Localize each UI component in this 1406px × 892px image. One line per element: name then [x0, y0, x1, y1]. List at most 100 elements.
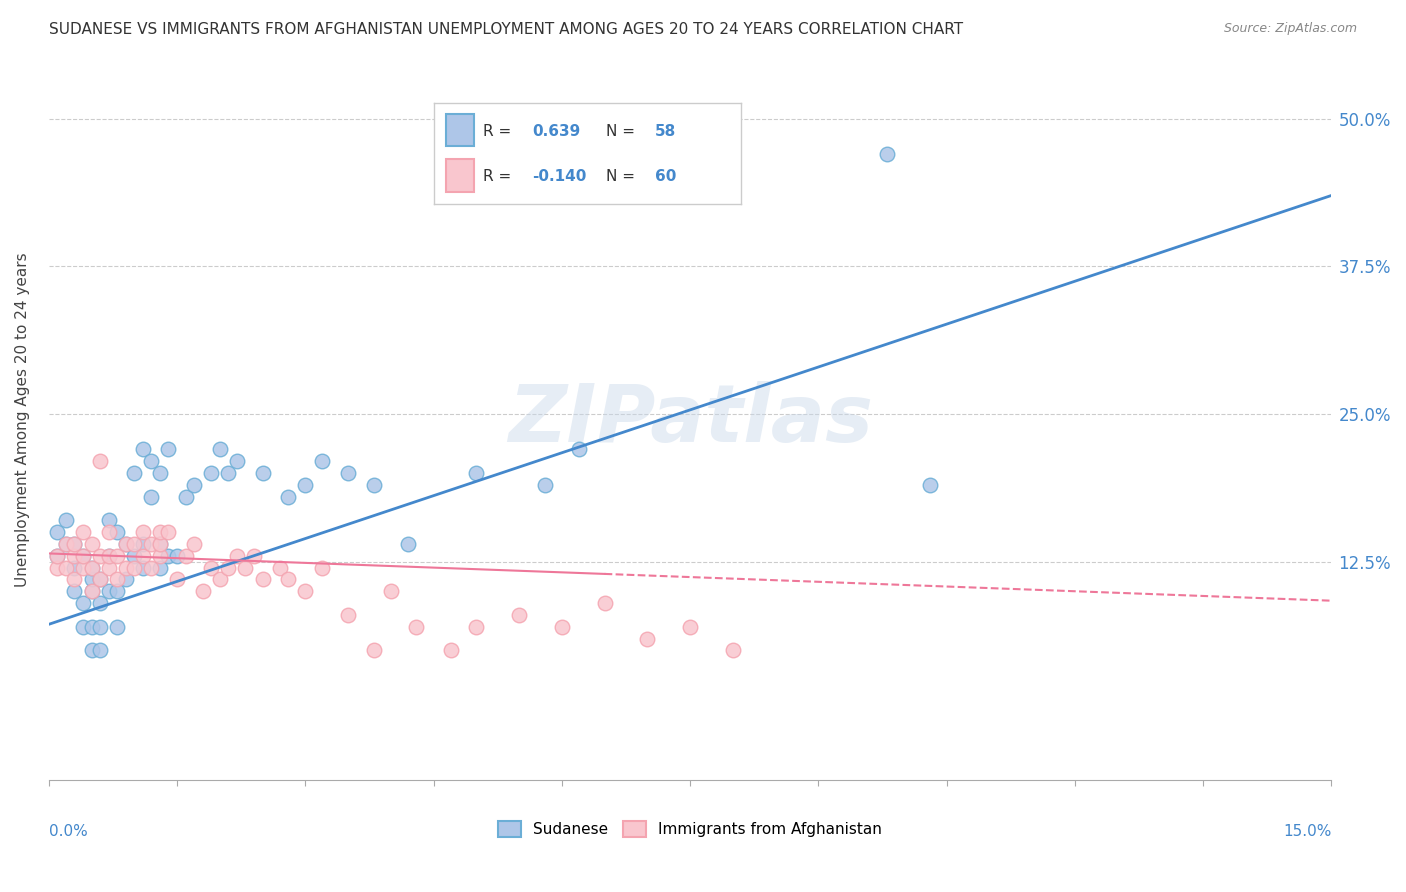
Point [465, 620, 488, 634]
Point [166, 573, 188, 587]
Point [97, 549, 120, 563]
Point [311, 454, 333, 468]
Point [80, 560, 103, 574]
Point [63, 549, 86, 563]
Point [183, 537, 205, 551]
Point [97, 525, 120, 540]
Point [225, 549, 247, 563]
Point [132, 560, 155, 574]
Point [551, 620, 574, 634]
Point [80, 537, 103, 551]
Point [114, 537, 136, 551]
Point [149, 549, 172, 563]
Point [80, 573, 103, 587]
Point [337, 466, 360, 480]
Point [97, 549, 120, 563]
Point [191, 584, 214, 599]
Point [465, 466, 488, 480]
Point [440, 643, 463, 657]
Text: ZIPatlas: ZIPatlas [508, 381, 873, 459]
Point [105, 573, 128, 587]
Text: SUDANESE VS IMMIGRANTS FROM AFGHANISTAN UNEMPLOYMENT AMONG AGES 20 TO 24 YEARS C: SUDANESE VS IMMIGRANTS FROM AFGHANISTAN … [49, 22, 963, 37]
Point [225, 454, 247, 468]
Point [363, 643, 385, 657]
Point [405, 620, 427, 634]
Point [55, 513, 77, 527]
Text: Source: ZipAtlas.com: Source: ZipAtlas.com [1223, 22, 1357, 36]
Point [396, 537, 419, 551]
Point [63, 573, 86, 587]
Point [63, 560, 86, 574]
Point [183, 478, 205, 492]
Point [122, 537, 145, 551]
Point [294, 478, 316, 492]
Point [721, 643, 744, 657]
Point [72, 620, 94, 634]
Point [105, 620, 128, 634]
Point [277, 573, 299, 587]
Point [157, 525, 180, 540]
Point [533, 478, 555, 492]
Point [141, 537, 163, 551]
Point [72, 596, 94, 610]
Point [80, 560, 103, 574]
Point [174, 490, 197, 504]
Point [122, 560, 145, 574]
Point [80, 620, 103, 634]
Point [141, 560, 163, 574]
Point [46, 525, 69, 540]
Point [593, 596, 616, 610]
Point [157, 549, 180, 563]
Point [149, 537, 172, 551]
Point [105, 549, 128, 563]
Point [89, 573, 111, 587]
Point [72, 560, 94, 574]
Point [679, 620, 702, 634]
Point [208, 442, 231, 457]
Point [80, 643, 103, 657]
Point [380, 584, 402, 599]
Point [55, 537, 77, 551]
Point [174, 549, 197, 563]
Point [89, 643, 111, 657]
Point [269, 560, 291, 574]
Point [252, 573, 274, 587]
Point [636, 632, 658, 646]
Point [72, 525, 94, 540]
Point [132, 442, 155, 457]
Point [208, 573, 231, 587]
Point [63, 537, 86, 551]
Point [294, 584, 316, 599]
Y-axis label: Unemployment Among Ages 20 to 24 years: Unemployment Among Ages 20 to 24 years [15, 252, 30, 587]
Point [200, 466, 222, 480]
Point [166, 549, 188, 563]
Point [508, 607, 530, 622]
Point [89, 596, 111, 610]
Point [46, 549, 69, 563]
Point [132, 549, 155, 563]
Point [114, 573, 136, 587]
Point [363, 478, 385, 492]
Point [80, 584, 103, 599]
Point [97, 513, 120, 527]
Point [217, 466, 239, 480]
Point [876, 147, 898, 161]
Point [132, 537, 155, 551]
Point [243, 549, 266, 563]
Point [46, 549, 69, 563]
Point [55, 537, 77, 551]
Legend: Sudanese, Immigrants from Afghanistan: Sudanese, Immigrants from Afghanistan [491, 814, 890, 845]
Point [149, 560, 172, 574]
Point [149, 525, 172, 540]
Point [72, 549, 94, 563]
Point [311, 560, 333, 574]
Point [89, 573, 111, 587]
Point [114, 560, 136, 574]
Text: 0.0%: 0.0% [49, 823, 87, 838]
Point [55, 560, 77, 574]
Point [132, 525, 155, 540]
Point [97, 584, 120, 599]
Point [141, 490, 163, 504]
Point [217, 560, 239, 574]
Point [114, 537, 136, 551]
